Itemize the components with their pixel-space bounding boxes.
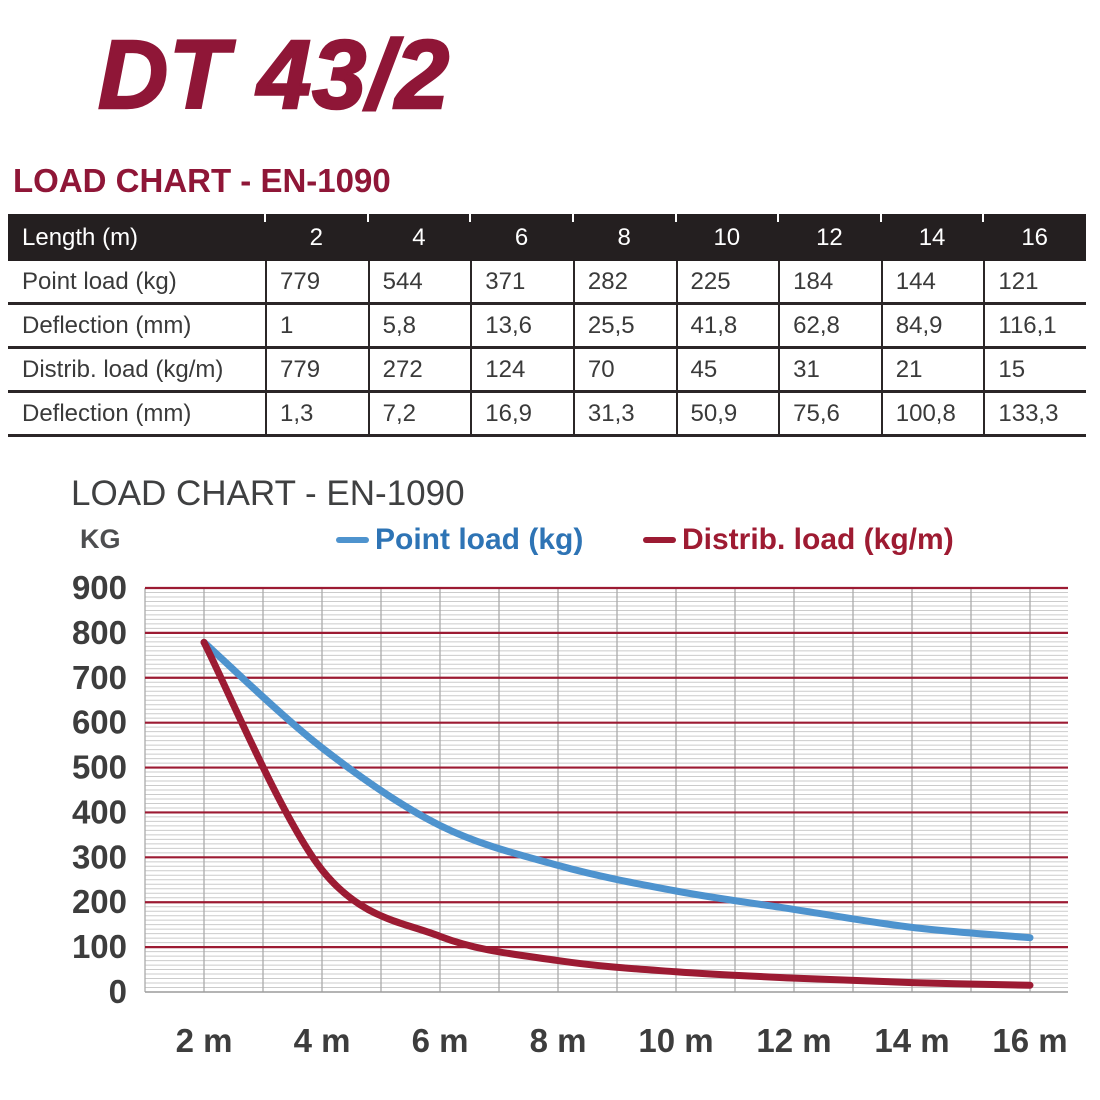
header-column-tick bbox=[777, 214, 780, 222]
y-tick-label: 300 bbox=[72, 838, 127, 875]
table-value-cell: 45 bbox=[675, 349, 779, 390]
table-value-cell: 31,3 bbox=[572, 393, 676, 434]
table-value-cell: 62,8 bbox=[778, 305, 881, 346]
table-value-cell: 31 bbox=[778, 349, 881, 390]
table-header-col-4: 4 bbox=[412, 223, 426, 251]
table-header-row: Length (m) 2 4 6 8 10 12 14 16 bbox=[8, 214, 1086, 261]
legend-item-point-load: Point load (kg) bbox=[336, 523, 583, 557]
table-value-cell: 84,9 bbox=[880, 305, 984, 346]
x-tick-label: 2 m bbox=[176, 1022, 233, 1059]
chart-title: LOAD CHART - EN-1090 bbox=[71, 474, 465, 513]
table-value-cell: 124 bbox=[470, 349, 573, 390]
row-label: Distrib. load (kg/m) bbox=[22, 355, 224, 383]
table-value-cell: 5,8 bbox=[367, 305, 471, 346]
table-value-cell: 21 bbox=[880, 349, 984, 390]
x-tick-label: 10 m bbox=[638, 1022, 713, 1059]
legend-item-distrib-load: Distrib. load (kg/m) bbox=[643, 523, 954, 557]
section-heading: LOAD CHART - EN-1090 bbox=[13, 162, 391, 199]
series-line-point-load bbox=[200, 638, 1034, 942]
x-tick-label: 16 m bbox=[992, 1022, 1067, 1059]
table-header-col-6: 6 bbox=[514, 223, 529, 251]
table-header-col-2: 2 bbox=[309, 223, 323, 251]
table-row: Distrib. load (kg/m) 779 272 124 70 45 31 21 15 bbox=[8, 349, 1086, 393]
row-label: Deflection (mm) bbox=[22, 399, 192, 427]
table-value-cell: 70 bbox=[572, 349, 676, 390]
header-column-tick bbox=[879, 214, 882, 222]
table-value-cell: 25,5 bbox=[572, 305, 676, 346]
table-value-cell: 50,9 bbox=[675, 393, 779, 434]
header-column-tick bbox=[571, 214, 574, 222]
table-header-col-14: 14 bbox=[918, 223, 946, 251]
y-tick-label: 0 bbox=[109, 973, 127, 1010]
table-row: Deflection (mm) 1 5,8 13,6 25,5 41,8 62,8 84,9 1… bbox=[8, 305, 1086, 349]
table-value-cell: 15 bbox=[983, 349, 1086, 390]
y-tick-label: 500 bbox=[72, 749, 127, 786]
table-value-cell: 16,9 bbox=[470, 393, 573, 434]
table-header-col-8: 8 bbox=[617, 223, 631, 251]
x-tick-label: 8 m bbox=[530, 1022, 587, 1059]
point-load-line-icon bbox=[336, 537, 369, 543]
legend-label-point-load: Point load (kg) bbox=[375, 523, 584, 556]
table-value-cell: 779 bbox=[265, 349, 368, 390]
table-value-cell: 13,6 bbox=[470, 305, 573, 346]
x-tick-label: 4 m bbox=[294, 1022, 351, 1059]
table-value-cell: 282 bbox=[572, 261, 676, 302]
table-value-cell: 7,2 bbox=[367, 393, 471, 434]
x-tick-label: 12 m bbox=[756, 1022, 831, 1059]
row-label: Point load (kg) bbox=[22, 267, 177, 295]
table-body: Point load (kg) 779 544 371 282 225 184 144 121 D… bbox=[8, 261, 1086, 437]
y-tick-label: 600 bbox=[72, 704, 127, 741]
table-value-cell: 100,8 bbox=[880, 393, 984, 434]
table-value-cell: 41,8 bbox=[675, 305, 779, 346]
y-tick-label: 100 bbox=[72, 928, 127, 965]
table-header-col-16: 16 bbox=[1021, 223, 1049, 251]
y-tick-label: 800 bbox=[72, 614, 127, 651]
y-tick-label: 400 bbox=[72, 793, 127, 830]
header-column-tick bbox=[264, 214, 266, 222]
table-value-cell: 121 bbox=[983, 261, 1086, 302]
table-value-cell: 184 bbox=[778, 261, 881, 302]
header-column-tick bbox=[982, 214, 985, 222]
table-value-cell: 75,6 bbox=[778, 393, 881, 434]
table-value-cell: 1,3 bbox=[265, 393, 368, 434]
table-value-cell: 225 bbox=[675, 261, 779, 302]
table-value-cell: 371 bbox=[470, 261, 573, 302]
table-header-col-10: 10 bbox=[713, 223, 741, 251]
table-header-col-12: 12 bbox=[816, 223, 843, 251]
y-axis-unit-label: KG bbox=[80, 524, 121, 554]
table-value-cell: 544 bbox=[367, 261, 471, 302]
table-row: Point load (kg) 779 544 371 282 225 184 144 121 bbox=[8, 261, 1086, 305]
page-title: DT 43/2 bbox=[97, 20, 451, 129]
header-column-tick bbox=[469, 214, 472, 222]
header-column-tick bbox=[674, 214, 677, 222]
table-value-cell: 779 bbox=[265, 261, 368, 302]
row-label: Deflection (mm) bbox=[22, 311, 192, 339]
table-value-cell: 144 bbox=[880, 261, 984, 302]
load-table: Length (m) 2 4 6 8 10 12 14 16 Point load (kg) 77… bbox=[8, 214, 1086, 437]
table-value-cell: 272 bbox=[367, 349, 471, 390]
y-tick-label: 200 bbox=[72, 883, 127, 920]
table-row: Deflection (mm) 1,3 7,2 16,9 31,3 50,9 75,6 100… bbox=[8, 393, 1086, 437]
series-line-distrib-load bbox=[200, 638, 1034, 989]
table-value-cell: 133,3 bbox=[983, 393, 1086, 434]
table-value-cell: 116,1 bbox=[983, 305, 1086, 346]
y-tick-label: 900 bbox=[72, 569, 127, 606]
table-value-cell: 1 bbox=[265, 305, 368, 346]
x-tick-label: 14 m bbox=[874, 1022, 949, 1059]
legend-label-distrib-load: Distrib. load (kg/m) bbox=[682, 523, 954, 556]
header-column-tick bbox=[366, 214, 369, 222]
table-header-length-label: Length (m) bbox=[22, 223, 139, 251]
y-tick-label: 700 bbox=[72, 659, 127, 696]
x-tick-label: 6 m bbox=[412, 1022, 469, 1059]
distrib-load-line-icon bbox=[643, 537, 676, 543]
